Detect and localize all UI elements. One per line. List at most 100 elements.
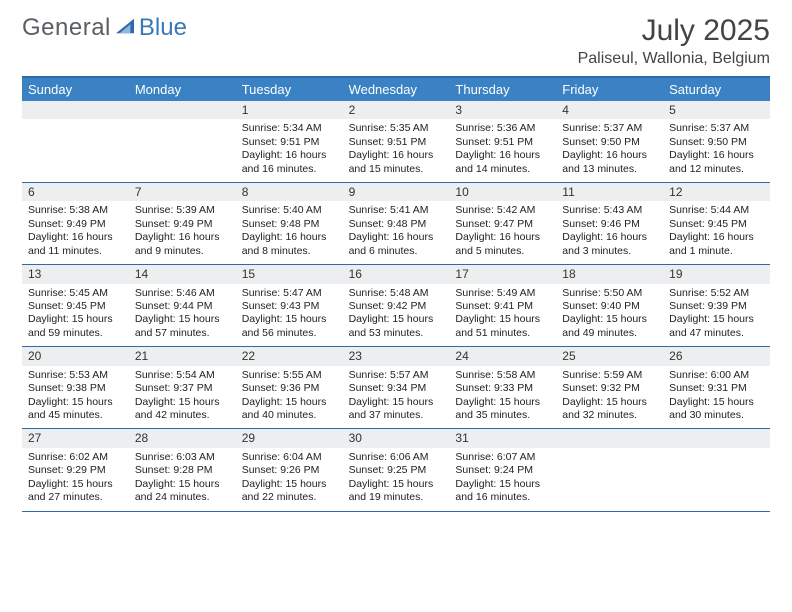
day-number: 20 (22, 347, 129, 365)
day-cell: 17Sunrise: 5:49 AMSunset: 9:41 PMDayligh… (449, 265, 556, 346)
sunset-line: Sunset: 9:39 PM (669, 300, 764, 313)
daylight-line: Daylight: 15 hours and 42 minutes. (135, 396, 230, 423)
day-cell: 10Sunrise: 5:42 AMSunset: 9:47 PMDayligh… (449, 183, 556, 264)
dow-tuesday: Tuesday (236, 78, 343, 101)
empty-cell (129, 101, 236, 182)
sunset-line: Sunset: 9:51 PM (349, 136, 444, 149)
empty-cell (663, 429, 770, 510)
calendar-grid: SundayMondayTuesdayWednesdayThursdayFrid… (22, 76, 770, 512)
sunset-line: Sunset: 9:50 PM (669, 136, 764, 149)
daylight-line: Daylight: 16 hours and 5 minutes. (455, 231, 550, 258)
sunset-line: Sunset: 9:33 PM (455, 382, 550, 395)
day-cell: 7Sunrise: 5:39 AMSunset: 9:49 PMDaylight… (129, 183, 236, 264)
day-number: 3 (449, 101, 556, 119)
day-cell: 21Sunrise: 5:54 AMSunset: 9:37 PMDayligh… (129, 347, 236, 428)
sunset-line: Sunset: 9:49 PM (28, 218, 123, 231)
day-number: 16 (343, 265, 450, 283)
day-cell: 16Sunrise: 5:48 AMSunset: 9:42 PMDayligh… (343, 265, 450, 346)
sunset-line: Sunset: 9:36 PM (242, 382, 337, 395)
dow-thursday: Thursday (449, 78, 556, 101)
sunset-line: Sunset: 9:51 PM (455, 136, 550, 149)
daylight-line: Daylight: 15 hours and 59 minutes. (28, 313, 123, 340)
sunrise-line: Sunrise: 6:04 AM (242, 451, 337, 464)
sunrise-line: Sunrise: 5:50 AM (562, 287, 657, 300)
sunrise-line: Sunrise: 5:37 AM (669, 122, 764, 135)
day-number: 22 (236, 347, 343, 365)
sunrise-line: Sunrise: 5:49 AM (455, 287, 550, 300)
week-row: 27Sunrise: 6:02 AMSunset: 9:29 PMDayligh… (22, 429, 770, 511)
day-number: 31 (449, 429, 556, 447)
day-cell: 13Sunrise: 5:45 AMSunset: 9:45 PMDayligh… (22, 265, 129, 346)
empty-cell (556, 429, 663, 510)
sunset-line: Sunset: 9:47 PM (455, 218, 550, 231)
day-number: 2 (343, 101, 450, 119)
sunrise-line: Sunrise: 6:07 AM (455, 451, 550, 464)
day-number: 8 (236, 183, 343, 201)
sunrise-line: Sunrise: 5:35 AM (349, 122, 444, 135)
day-cell: 14Sunrise: 5:46 AMSunset: 9:44 PMDayligh… (129, 265, 236, 346)
day-cell: 19Sunrise: 5:52 AMSunset: 9:39 PMDayligh… (663, 265, 770, 346)
day-cell: 31Sunrise: 6:07 AMSunset: 9:24 PMDayligh… (449, 429, 556, 510)
sunset-line: Sunset: 9:42 PM (349, 300, 444, 313)
day-number: 9 (343, 183, 450, 201)
day-number: 19 (663, 265, 770, 283)
week-row: 13Sunrise: 5:45 AMSunset: 9:45 PMDayligh… (22, 265, 770, 347)
day-number: 23 (343, 347, 450, 365)
sunset-line: Sunset: 9:45 PM (28, 300, 123, 313)
day-cell: 18Sunrise: 5:50 AMSunset: 9:40 PMDayligh… (556, 265, 663, 346)
sunset-line: Sunset: 9:28 PM (135, 464, 230, 477)
sunrise-line: Sunrise: 5:46 AM (135, 287, 230, 300)
day-cell: 2 Sunrise: 5:35 AMSunset: 9:51 PMDaylight… (343, 101, 450, 182)
week-row: 1Sunrise: 5:34 AMSunset: 9:51 PMDaylight… (22, 101, 770, 183)
sunrise-line: Sunrise: 6:06 AM (349, 451, 444, 464)
sunset-line: Sunset: 9:29 PM (28, 464, 123, 477)
day-cell: 5Sunrise: 5:37 AMSunset: 9:50 PMDaylight… (663, 101, 770, 182)
day-cell: 24Sunrise: 5:58 AMSunset: 9:33 PMDayligh… (449, 347, 556, 428)
sunset-line: Sunset: 9:49 PM (135, 218, 230, 231)
sunset-line: Sunset: 9:48 PM (242, 218, 337, 231)
day-cell: 9Sunrise: 5:41 AMSunset: 9:48 PMDaylight… (343, 183, 450, 264)
sunrise-line: Sunrise: 5:53 AM (28, 369, 123, 382)
day-number: 10 (449, 183, 556, 201)
sunrise-line: Sunrise: 6:02 AM (28, 451, 123, 464)
sunset-line: Sunset: 9:48 PM (349, 218, 444, 231)
weeks-container: 1Sunrise: 5:34 AMSunset: 9:51 PMDaylight… (22, 101, 770, 512)
day-number: 25 (556, 347, 663, 365)
brand-logo: General Blue (22, 14, 187, 42)
sunrise-line: Sunrise: 5:43 AM (562, 204, 657, 217)
dow-friday: Friday (556, 78, 663, 101)
daylight-line: Daylight: 15 hours and 47 minutes. (669, 313, 764, 340)
sunrise-line: Sunrise: 5:59 AM (562, 369, 657, 382)
day-number: 6 (22, 183, 129, 201)
sunrise-line: Sunrise: 5:44 AM (669, 204, 764, 217)
day-cell: 28Sunrise: 6:03 AMSunset: 9:28 PMDayligh… (129, 429, 236, 510)
day-number: 1 (236, 101, 343, 119)
calendar-page: General Blue July 2025 Paliseul, Walloni… (0, 0, 792, 512)
day-number: 14 (129, 265, 236, 283)
day-number: 4 (556, 101, 663, 119)
day-cell: 1Sunrise: 5:34 AMSunset: 9:51 PMDaylight… (236, 101, 343, 182)
location-label: Paliseul, Wallonia, Belgium (578, 50, 770, 68)
day-number: 15 (236, 265, 343, 283)
day-number: 7 (129, 183, 236, 201)
sunrise-line: Sunrise: 5:55 AM (242, 369, 337, 382)
sunrise-line: Sunrise: 5:58 AM (455, 369, 550, 382)
daylight-line: Daylight: 15 hours and 32 minutes. (562, 396, 657, 423)
day-cell: 29Sunrise: 6:04 AMSunset: 9:26 PMDayligh… (236, 429, 343, 510)
sunset-line: Sunset: 9:43 PM (242, 300, 337, 313)
empty-cell (22, 101, 129, 182)
day-number (663, 429, 770, 447)
day-cell: 4Sunrise: 5:37 AMSunset: 9:50 PMDaylight… (556, 101, 663, 182)
sunset-line: Sunset: 9:45 PM (669, 218, 764, 231)
dow-saturday: Saturday (663, 78, 770, 101)
sunrise-line: Sunrise: 6:03 AM (135, 451, 230, 464)
sunset-line: Sunset: 9:37 PM (135, 382, 230, 395)
sunrise-line: Sunrise: 5:36 AM (455, 122, 550, 135)
daylight-line: Daylight: 16 hours and 15 minutes. (349, 149, 444, 176)
dow-wednesday: Wednesday (343, 78, 450, 101)
daylight-line: Daylight: 16 hours and 1 minute. (669, 231, 764, 258)
sunset-line: Sunset: 9:25 PM (349, 464, 444, 477)
sunset-line: Sunset: 9:40 PM (562, 300, 657, 313)
title-block: July 2025 Paliseul, Wallonia, Belgium (578, 14, 770, 68)
day-number: 21 (129, 347, 236, 365)
